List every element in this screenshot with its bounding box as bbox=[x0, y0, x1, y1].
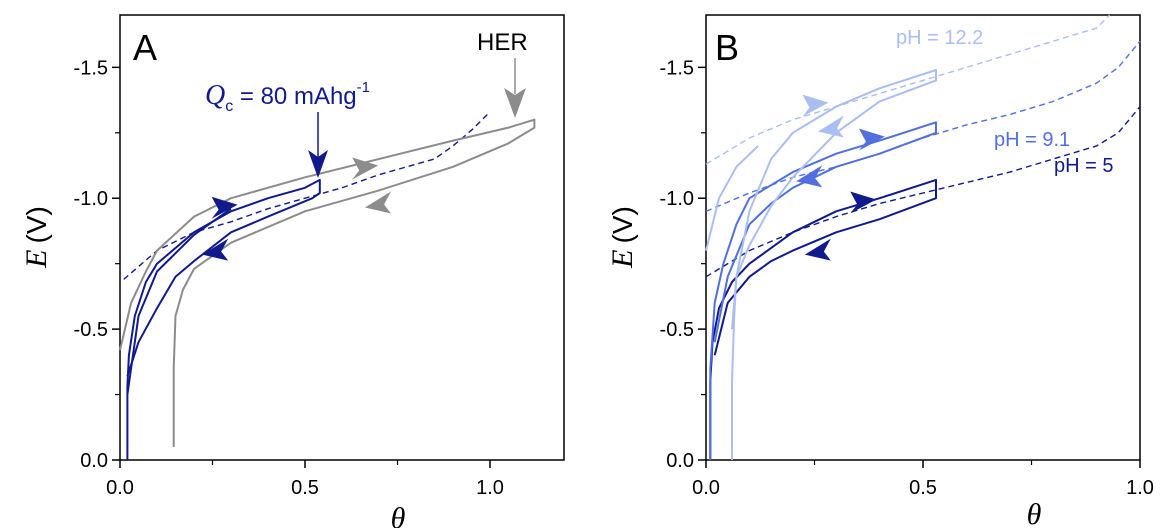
her-label: HER bbox=[477, 29, 528, 56]
panel-a-ticks: 0.0 0.5 1.0 0.0 -0.5 -1.0 -1.5 bbox=[74, 57, 504, 499]
label-ph-12-2: pH = 12.2 bbox=[896, 27, 983, 49]
panel-a-ylabel-unit: (V) bbox=[21, 206, 52, 243]
panel-b-series-3-dashed-line bbox=[705, 40, 1141, 212]
charge-symbol: Q bbox=[205, 80, 225, 111]
panel-a-y-tick-label: -1.5 bbox=[74, 57, 108, 79]
panel-a-direction-arrow-1 bbox=[202, 238, 229, 261]
panel-a-series-3-line bbox=[119, 118, 536, 447]
panel-b-xlabel: θ bbox=[1027, 498, 1042, 528]
panel-b-direction-arrow-2 bbox=[858, 128, 885, 151]
panel-a-y-tick-label: -0.5 bbox=[74, 319, 108, 341]
panel-b-series-6-line bbox=[705, 145, 759, 251]
panel-b-curves bbox=[705, 14, 1141, 460]
panel-a-x-tick-label: 0.5 bbox=[291, 477, 319, 499]
panel-b-frame bbox=[705, 14, 1141, 461]
panel-a: 0.0 0.5 1.0 0.0 -0.5 -1.0 -1.5 A Qc = 80 mAhg-… bbox=[20, 14, 565, 528]
panel-a-series-1-line bbox=[126, 207, 232, 395]
panel-b-letter: B bbox=[715, 27, 739, 68]
panel-a-x-tick-label: 0.0 bbox=[106, 477, 134, 499]
panel-a-frame bbox=[119, 14, 565, 461]
panel-b-ticks: 0.0 0.5 1.0 0.0 -0.5 -1.0 -1.5 bbox=[660, 57, 1154, 499]
panel-b-direction-arrow-3 bbox=[796, 165, 823, 188]
charge-annotation: Qc = 80 mAhg-1 bbox=[205, 79, 370, 115]
panel-b-series-1-dashed-line bbox=[705, 106, 1141, 278]
panel-b-x-tick-label: 0.0 bbox=[692, 477, 720, 499]
panel-a-series-2-dashed-line bbox=[123, 111, 491, 280]
panel-b-direction-arrow-1 bbox=[804, 238, 831, 261]
label-ph-5: pH = 5 bbox=[1054, 155, 1113, 177]
panel-b-direction-arrow-5 bbox=[817, 115, 844, 138]
charge-value: = 80 mAhg bbox=[233, 83, 356, 110]
panel-a-direction-arrow-0 bbox=[211, 196, 238, 219]
panel-b-ylabel-symbol: E bbox=[606, 250, 639, 269]
panel-b-ylabel: E (V) bbox=[606, 206, 639, 269]
charge-pointer-arrow bbox=[308, 112, 328, 178]
panel-a-y-tick-label: -1.0 bbox=[74, 188, 108, 210]
panel-a-x-tick-label: 1.0 bbox=[476, 477, 504, 499]
panel-b-series-2-line bbox=[709, 121, 937, 460]
panel-a-ylabel-symbol: E bbox=[20, 250, 53, 269]
charge-exponent: -1 bbox=[357, 79, 370, 96]
panel-b-arrows bbox=[796, 94, 885, 261]
panel-b-series-4-line bbox=[731, 69, 937, 460]
her-pointer-arrow bbox=[504, 58, 526, 118]
panel-b-y-tick-label: -1.5 bbox=[660, 57, 694, 79]
panel-b-x-tick-label: 1.0 bbox=[1126, 477, 1154, 499]
panel-b-direction-arrow-4 bbox=[802, 94, 829, 117]
panel-b-ylabel-unit: (V) bbox=[607, 206, 638, 243]
panel-b-y-tick-label: -1.0 bbox=[660, 188, 694, 210]
panel-a-direction-arrow-3 bbox=[365, 191, 391, 214]
panel-b-direction-arrow-0 bbox=[850, 191, 877, 214]
panel-a-series-0-line bbox=[126, 178, 321, 460]
panel-a-xlabel: θ bbox=[391, 502, 406, 528]
panel-b: 0.0 0.5 1.0 0.0 -0.5 -1.0 -1.5 B pH = 12.2 pH … bbox=[606, 14, 1154, 528]
panel-b-series-5-dashed-line bbox=[705, 14, 1111, 165]
panel-b-y-tick-label: 0.0 bbox=[666, 450, 694, 472]
label-ph-9-1: pH = 9.1 bbox=[994, 129, 1070, 151]
panel-a-direction-arrow-2 bbox=[352, 157, 379, 180]
panel-a-curves bbox=[119, 111, 536, 460]
panel-a-ylabel: E (V) bbox=[20, 206, 53, 269]
panel-a-arrows bbox=[202, 157, 391, 261]
charge-subscript: c bbox=[225, 98, 233, 115]
panel-b-series-0-line bbox=[709, 178, 937, 460]
panel-b-x-tick-label: 0.5 bbox=[909, 477, 937, 499]
panel-a-y-tick-label: 0.0 bbox=[80, 450, 108, 472]
panel-a-letter: A bbox=[133, 27, 157, 68]
panel-b-y-tick-label: -0.5 bbox=[660, 319, 694, 341]
